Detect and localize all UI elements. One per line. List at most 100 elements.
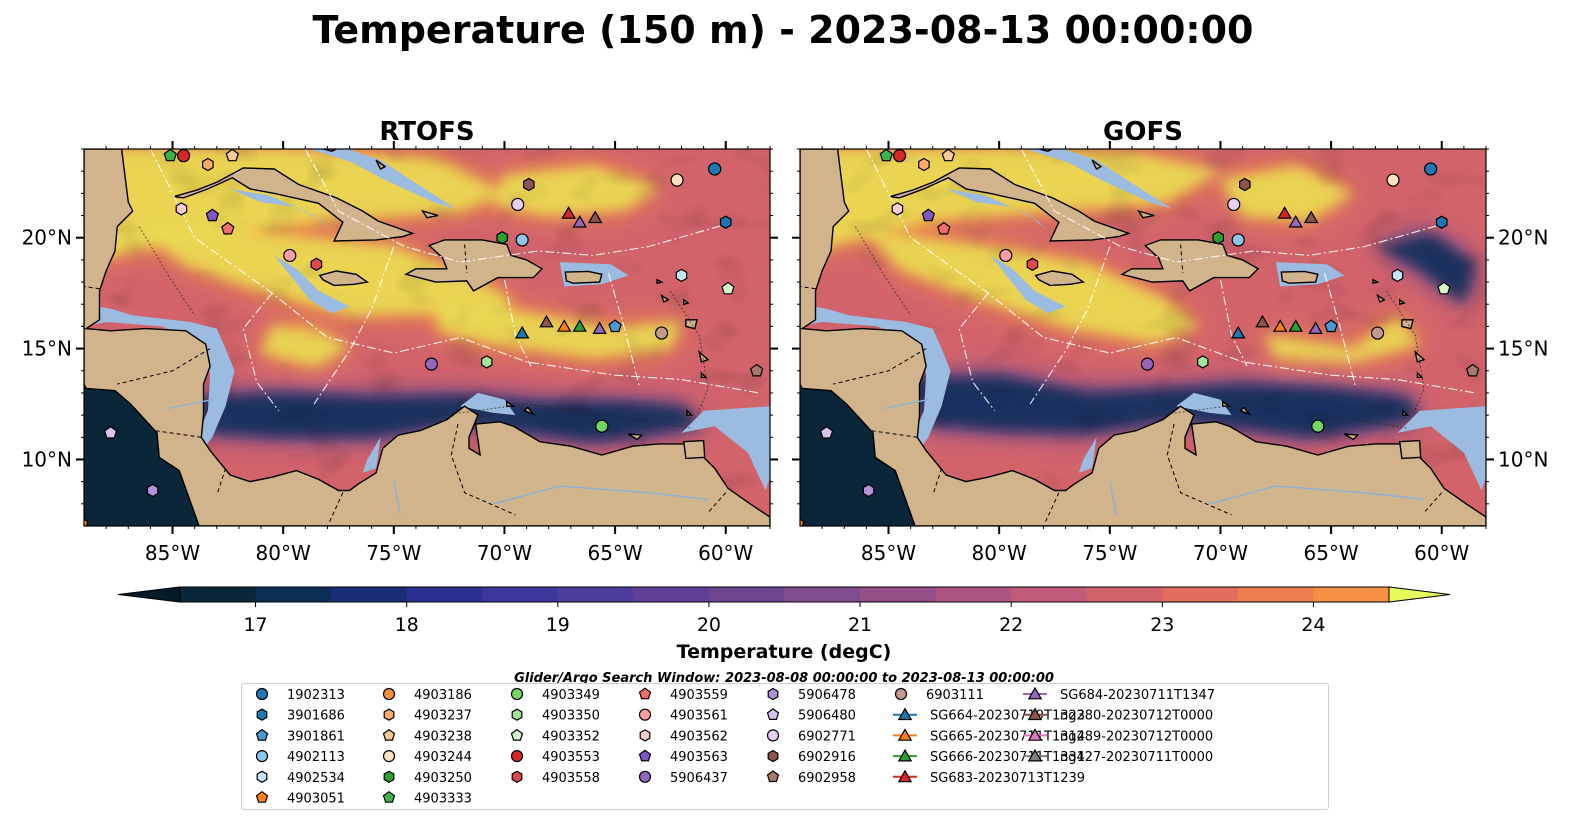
eez-boundary	[503, 279, 532, 367]
eez-boundary	[1323, 273, 1356, 387]
legend-marker	[897, 728, 913, 741]
obs-marker-ng280-20230712T0000	[1303, 210, 1319, 224]
colorbar-segment	[860, 587, 937, 602]
legend-marker	[638, 770, 652, 783]
legend-label: 4903350	[542, 709, 600, 724]
lon-tick-label: 65°W	[1303, 541, 1358, 565]
obs-marker-4903244	[1386, 173, 1400, 187]
legend-marker	[897, 748, 913, 762]
colorbar-label: Temperature (degC)	[677, 641, 892, 663]
country-border	[117, 348, 211, 385]
land-area	[173, 167, 415, 242]
eez-boundary	[958, 292, 996, 412]
obs-marker-SG664-20230719T1323	[514, 325, 530, 339]
map-panel-gofs: GOFS 85°W 80°W 75°W 70°W 65°W 60°W 20°N 15°N 10°N	[792, 117, 1548, 565]
obs-marker-4903553	[892, 149, 907, 163]
legend-marker	[638, 749, 652, 762]
legend-label: ng289-20230712T0000	[1060, 729, 1213, 744]
country-border	[450, 423, 516, 516]
lat-tick-label: 15°N	[22, 337, 72, 361]
observation-markers	[800, 149, 1480, 526]
country-border	[329, 492, 344, 522]
obs-marker-6902916	[522, 177, 535, 192]
legend-label: 4903051	[287, 792, 345, 807]
land-area	[1034, 270, 1086, 287]
legend-label: 4903563	[670, 750, 728, 765]
legend-label: 3901861	[287, 729, 345, 744]
obs-marker-5906437	[1140, 357, 1155, 371]
figure-title: Temperature (150 m) - 2023-08-13 00:00:0…	[312, 8, 1253, 52]
river	[167, 398, 213, 410]
legend-label: SG665-20230711T1314	[930, 729, 1085, 744]
legend-marker	[766, 729, 780, 742]
land-area	[889, 167, 1131, 242]
river	[883, 398, 929, 410]
obs-marker-4903238	[225, 149, 240, 162]
legend-marker	[382, 728, 396, 741]
colorbar-segment	[1237, 587, 1314, 602]
colorbar-segment	[1086, 587, 1163, 602]
map-panel-rtofs: RTOFS 85°W 80°W 75°W 70°W 65°W 60°W 20°N 15°N 10°…	[22, 117, 778, 565]
legend-label: 4903244	[414, 750, 472, 765]
isobath	[854, 226, 912, 316]
legend-label: 4903349	[542, 688, 600, 703]
colorbar-tick-label: 17	[243, 614, 267, 636]
eez-boundary	[865, 149, 1475, 394]
colorbar-segment	[1313, 587, 1390, 602]
legend-marker	[766, 770, 780, 783]
obs-marker-1902313	[1424, 162, 1438, 176]
land-area	[628, 433, 644, 441]
country-border	[1166, 423, 1232, 516]
land-area	[318, 270, 370, 287]
legend-label: 4902534	[287, 771, 345, 786]
obs-marker-3901861	[1324, 319, 1338, 333]
shelf-area	[1176, 392, 1232, 416]
lat-tick-label: 15°N	[1498, 337, 1548, 361]
legend-marker	[511, 708, 523, 721]
obs-marker-5906478	[862, 483, 875, 498]
land-area	[1402, 409, 1410, 416]
obs-marker-ng280-20230712T0000	[1255, 314, 1270, 328]
obs-marker-4903051	[800, 518, 805, 526]
land-area	[683, 298, 690, 306]
country-border	[464, 244, 468, 274]
obs-marker-4903349	[595, 419, 609, 433]
lat-tick-label: 10°N	[22, 447, 72, 471]
obs-marker-SG665-20230711T1314	[556, 319, 572, 332]
land-area	[656, 278, 664, 285]
legend-marker	[255, 728, 269, 741]
lat-tick-label: 20°N	[1498, 226, 1548, 250]
legend-marker	[1027, 686, 1043, 700]
obs-marker-SG666-20230711T1331	[572, 319, 587, 332]
country-border	[84, 286, 100, 290]
land-area	[1401, 319, 1414, 330]
obs-marker-6902771	[511, 197, 525, 212]
lat-tick-label: 10°N	[1498, 447, 1548, 471]
lon-tick-label: 65°W	[587, 541, 642, 565]
obs-marker-4902534	[1391, 268, 1404, 283]
legend-marker	[638, 708, 652, 721]
obs-marker-4903237	[918, 157, 930, 172]
land-area	[506, 400, 516, 407]
lon-tick-label: 70°W	[477, 541, 532, 565]
obs-marker-4903244	[670, 173, 684, 187]
isobath	[1142, 403, 1409, 429]
lon-tick-label: 75°W	[1082, 541, 1137, 565]
obs-marker-4903558	[310, 257, 323, 271]
land-area	[523, 406, 536, 416]
obs-marker-6902958	[749, 363, 764, 377]
land-area	[1344, 433, 1360, 441]
country-border	[1045, 492, 1060, 522]
obs-marker-SG665-20230711T1314	[1272, 319, 1288, 332]
river	[393, 481, 402, 516]
legend-label: 4903250	[414, 771, 472, 786]
eez-boundary	[242, 292, 280, 412]
colorbar-segment	[1011, 587, 1088, 602]
shelf-area	[1078, 437, 1097, 473]
land-area	[1221, 400, 1232, 407]
colorbar: 17 18 19 20 21 22 23 24 Temperature (degC)	[117, 586, 1451, 663]
obs-marker-5906480	[819, 425, 834, 439]
lat-tick-label: 20°N	[22, 226, 72, 250]
land-area	[700, 371, 708, 379]
colorbar-segment	[935, 587, 1012, 602]
